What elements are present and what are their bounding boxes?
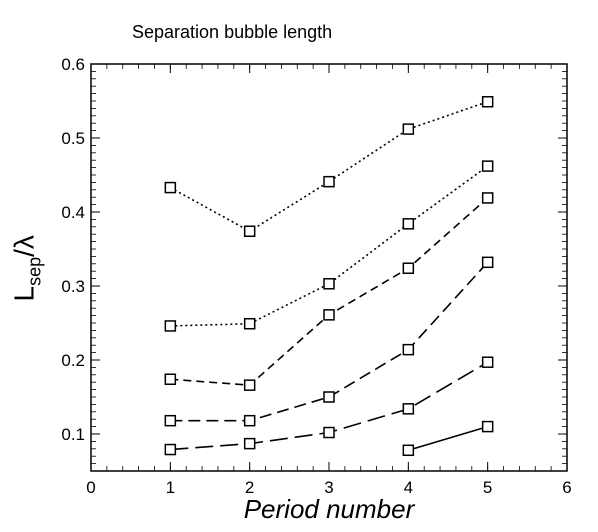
data-point-marker [402, 262, 415, 274]
data-point-marker [323, 426, 335, 439]
series-6-line [408, 425, 488, 452]
data-point-marker [164, 373, 177, 385]
data-point-marker [481, 192, 494, 204]
series-1 [164, 95, 494, 237]
x-axis-label: Period number [243, 494, 415, 524]
data-point-marker [481, 160, 494, 172]
data-point-marker [164, 181, 177, 194]
plot-frame [90, 63, 568, 472]
data-point-marker [243, 437, 256, 450]
data-point-marker [481, 420, 494, 433]
x-tick-label: 4 [404, 478, 413, 497]
data-point-marker [323, 309, 335, 321]
x-tick-label: 2 [245, 478, 254, 497]
x-tick-label: 5 [483, 478, 492, 497]
chart-axes: 0 1 2 3 4 5 6 0.1 0.2 0.3 0.4 0.5 0.6 [61, 55, 571, 497]
data-point-marker [323, 175, 335, 188]
x-tick-label: 6 [562, 478, 571, 497]
data-point-marker [164, 443, 177, 456]
data-point-marker [323, 391, 335, 403]
y-tick-label: 0.6 [61, 55, 85, 74]
data-point-marker [164, 414, 177, 427]
x-tick-label: 3 [324, 478, 333, 497]
y-tick-label: 0.5 [61, 129, 85, 148]
data-point-marker [481, 256, 494, 269]
data-point-marker [481, 356, 494, 368]
series-4 [164, 256, 494, 427]
series-3-line [170, 197, 489, 386]
series-6 [402, 420, 494, 457]
data-point-marker [323, 278, 335, 290]
series-2-line [170, 165, 489, 327]
x-tick-label: 1 [166, 478, 175, 497]
data-point-marker [481, 95, 494, 108]
data-point-marker [402, 123, 415, 135]
data-point-marker [243, 317, 256, 330]
chart-title: Separation bubble length [132, 22, 333, 42]
series-3 [164, 192, 494, 391]
data-point-marker [243, 414, 256, 427]
y-tick-label: 0.4 [61, 203, 85, 222]
data-point-marker [402, 444, 415, 457]
data-point-marker [402, 343, 415, 356]
y-tick-label: 0.2 [61, 351, 85, 370]
data-point-marker [402, 403, 415, 415]
x-tick-label: 0 [86, 478, 95, 497]
series-1-line [169, 100, 488, 233]
y-tick-label: 0.1 [61, 425, 85, 444]
data-point-marker [243, 225, 256, 237]
data-point-marker [402, 218, 415, 230]
y-axis-label: Lsep/λ [8, 235, 45, 302]
series-5 [164, 356, 494, 456]
y-tick-label: 0.3 [61, 277, 85, 296]
chart-series-group [164, 95, 494, 457]
data-point-marker [243, 379, 256, 391]
series-2 [164, 160, 494, 332]
data-point-marker [164, 320, 177, 332]
